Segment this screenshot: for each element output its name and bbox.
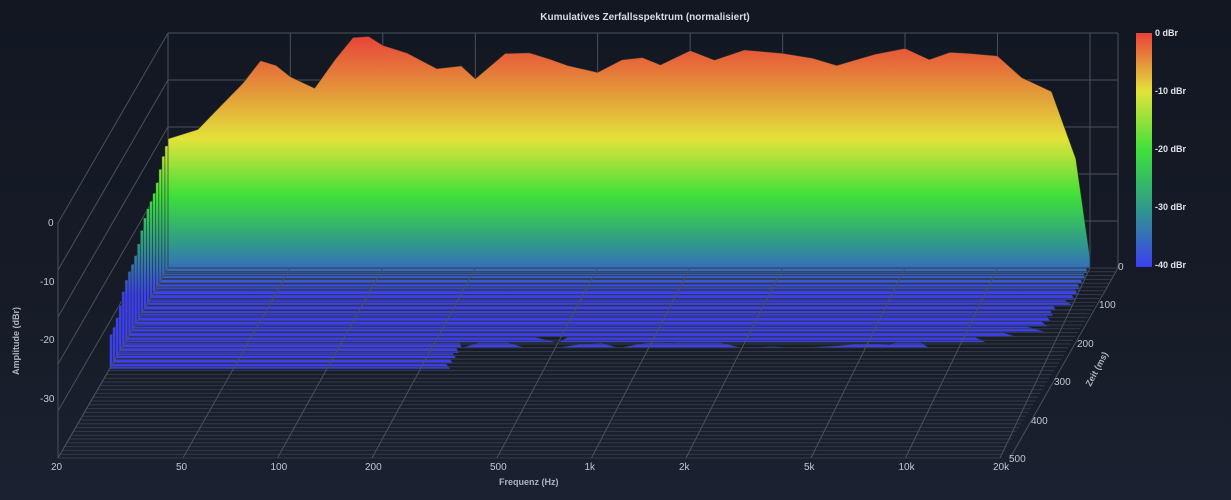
x-tick: 2k: [679, 462, 690, 473]
z-tick: 400: [1031, 416, 1048, 427]
x-tick: 20: [51, 462, 63, 473]
y-tick: -20: [40, 335, 55, 346]
waterfall-surface: [109, 35, 1091, 370]
y-axis-label: Amplitude (dBr): [11, 307, 21, 375]
colorbar-tick: 0 dBr: [1155, 28, 1179, 38]
z-tick: 0: [1118, 262, 1124, 273]
y-tick: -10: [40, 277, 55, 288]
colorbar: [1136, 33, 1152, 267]
x-tick: 100: [270, 462, 288, 473]
x-axis-label: Frequenz (Hz): [499, 477, 559, 487]
x-tick: 500: [489, 462, 507, 473]
x-tick: 20k: [993, 462, 1010, 473]
colorbar-tick: -40 dBr: [1155, 260, 1187, 270]
x-tick: 1k: [584, 462, 596, 473]
colorbar-tick: -30 dBr: [1155, 202, 1187, 212]
x-tick: 10k: [898, 462, 915, 473]
colorbar-tick: -20 dBr: [1155, 144, 1187, 154]
z-tick: 500: [1009, 454, 1026, 465]
y-tick: 0: [48, 218, 54, 229]
z-tick: 100: [1099, 300, 1116, 311]
colorbar-tick: -10 dBr: [1155, 86, 1187, 96]
x-tick: 5k: [803, 462, 815, 473]
x-tick: 200: [365, 462, 382, 473]
z-tick: 200: [1077, 339, 1094, 350]
z-tick: 300: [1054, 377, 1071, 388]
y-tick: -30: [40, 394, 55, 405]
chart-title: Kumulatives Zerfallsspektrum (normalisie…: [540, 12, 750, 23]
floor-grid: [57, 267, 1119, 459]
x-tick: 50: [175, 462, 188, 473]
